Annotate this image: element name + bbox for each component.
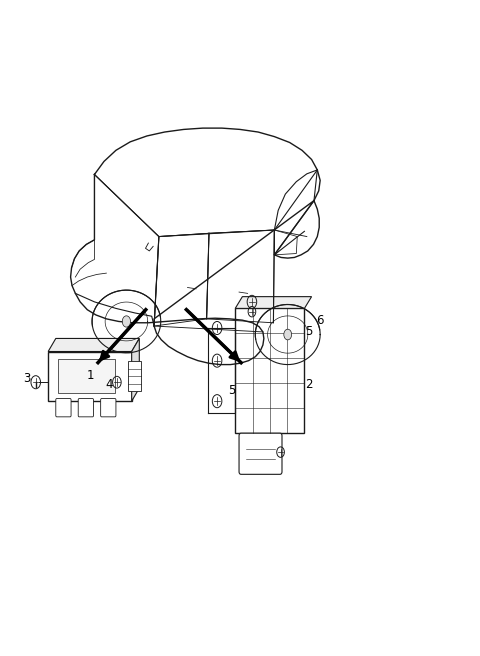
Bar bbox=[58, 359, 115, 394]
Text: 5: 5 bbox=[228, 384, 235, 397]
Bar bbox=[48, 352, 132, 401]
Bar bbox=[128, 361, 141, 392]
Text: 4: 4 bbox=[106, 378, 113, 391]
Bar bbox=[235, 308, 304, 432]
Circle shape bbox=[122, 316, 131, 327]
Text: 5: 5 bbox=[305, 325, 313, 338]
FancyBboxPatch shape bbox=[56, 399, 71, 417]
Text: 3: 3 bbox=[23, 372, 30, 385]
FancyBboxPatch shape bbox=[78, 399, 94, 417]
Polygon shape bbox=[132, 338, 139, 401]
Circle shape bbox=[284, 329, 292, 340]
Polygon shape bbox=[48, 338, 139, 352]
FancyBboxPatch shape bbox=[101, 399, 116, 417]
FancyBboxPatch shape bbox=[239, 433, 282, 474]
Polygon shape bbox=[235, 297, 312, 308]
Text: 2: 2 bbox=[305, 379, 313, 392]
Text: 6: 6 bbox=[316, 314, 324, 327]
Text: 1: 1 bbox=[86, 369, 94, 382]
